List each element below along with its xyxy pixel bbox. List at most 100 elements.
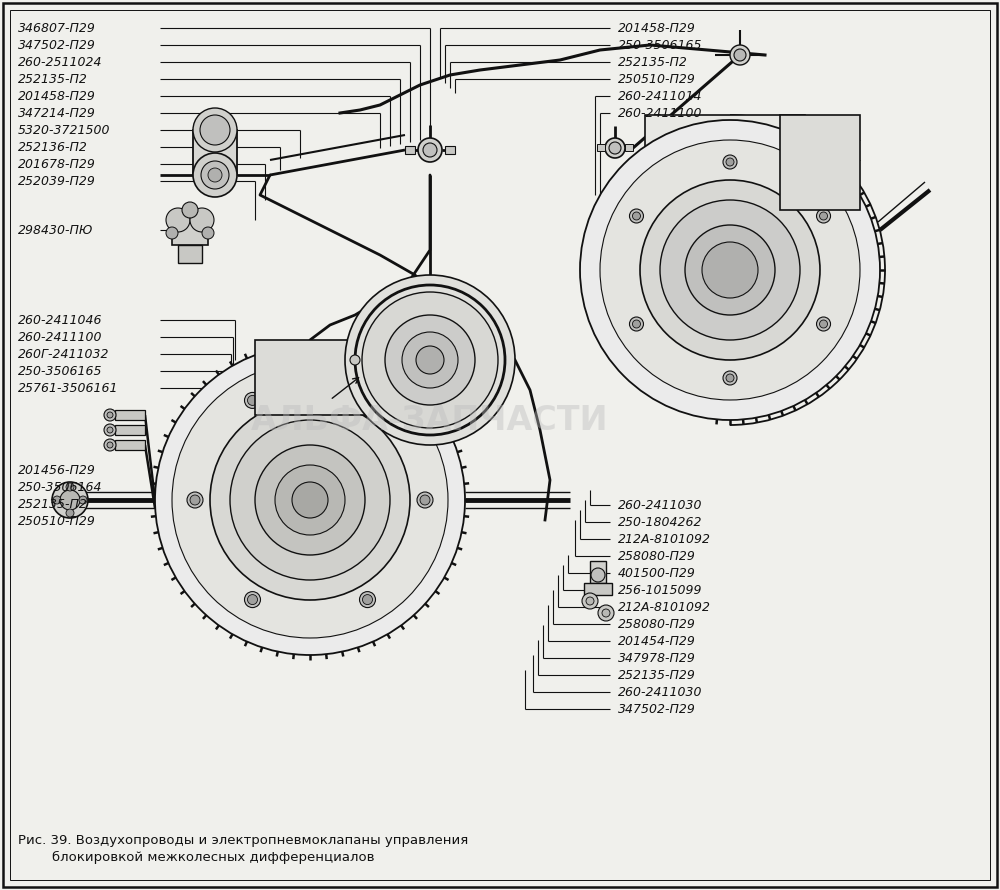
Circle shape xyxy=(362,292,498,428)
Text: 252039-П29: 252039-П29 xyxy=(18,174,96,188)
Circle shape xyxy=(79,496,87,504)
Circle shape xyxy=(202,227,214,239)
Circle shape xyxy=(187,492,203,508)
Text: 25761-3506161: 25761-3506161 xyxy=(18,382,119,394)
Circle shape xyxy=(107,427,113,433)
Circle shape xyxy=(660,200,800,340)
Circle shape xyxy=(820,212,828,220)
Bar xyxy=(178,245,202,263)
Circle shape xyxy=(385,315,475,405)
Bar xyxy=(445,146,455,154)
Circle shape xyxy=(702,242,758,298)
Text: 201678-П29: 201678-П29 xyxy=(18,158,96,171)
Circle shape xyxy=(345,275,515,445)
Circle shape xyxy=(586,597,594,605)
Circle shape xyxy=(360,392,376,409)
Circle shape xyxy=(723,155,737,169)
Text: 258080-П29: 258080-П29 xyxy=(618,549,696,562)
Circle shape xyxy=(104,439,116,451)
Text: 250-3506165: 250-3506165 xyxy=(18,365,103,377)
Circle shape xyxy=(726,158,734,166)
Text: 260-2511024: 260-2511024 xyxy=(18,55,103,69)
Text: 201456-П29: 201456-П29 xyxy=(18,464,96,476)
Text: 346807-П29: 346807-П29 xyxy=(18,21,96,35)
Bar xyxy=(115,440,145,450)
Circle shape xyxy=(632,320,640,328)
Circle shape xyxy=(609,142,621,154)
Circle shape xyxy=(193,108,237,152)
Circle shape xyxy=(255,445,365,555)
Circle shape xyxy=(602,609,610,617)
Bar xyxy=(625,144,633,151)
Bar xyxy=(590,561,606,583)
Text: 256-1015099: 256-1015099 xyxy=(618,584,702,596)
Text: 347978-П29: 347978-П29 xyxy=(618,651,696,665)
Circle shape xyxy=(66,509,74,517)
Text: 252136-П2: 252136-П2 xyxy=(18,141,88,153)
Bar xyxy=(115,425,145,435)
Circle shape xyxy=(104,424,116,436)
Circle shape xyxy=(420,495,430,505)
Circle shape xyxy=(416,346,444,374)
Bar xyxy=(645,115,805,245)
Text: 250510-П29: 250510-П29 xyxy=(618,72,696,85)
Text: 401500-П29: 401500-П29 xyxy=(618,567,696,579)
Circle shape xyxy=(363,595,373,604)
Text: 250-3506164: 250-3506164 xyxy=(18,481,103,493)
Circle shape xyxy=(292,482,328,518)
Circle shape xyxy=(591,568,605,582)
Circle shape xyxy=(629,209,643,223)
Text: 5320-3721500: 5320-3721500 xyxy=(18,124,111,136)
Circle shape xyxy=(580,120,880,420)
Circle shape xyxy=(605,138,625,158)
Circle shape xyxy=(166,227,178,239)
Circle shape xyxy=(245,592,261,608)
Circle shape xyxy=(402,332,458,388)
Circle shape xyxy=(248,395,258,406)
Text: 260-2411100: 260-2411100 xyxy=(18,330,103,344)
Bar xyxy=(584,583,612,595)
Text: 252135-П2: 252135-П2 xyxy=(618,55,688,69)
Circle shape xyxy=(350,355,360,365)
Circle shape xyxy=(685,225,775,315)
Circle shape xyxy=(360,592,376,608)
Bar xyxy=(193,130,237,175)
Circle shape xyxy=(629,317,643,331)
Circle shape xyxy=(632,212,640,220)
Circle shape xyxy=(155,345,465,655)
Circle shape xyxy=(275,465,345,535)
Circle shape xyxy=(201,161,229,189)
Circle shape xyxy=(600,140,860,400)
Text: 252135-П2: 252135-П2 xyxy=(18,498,88,511)
Text: блокировкой межколесных дифференциалов: блокировкой межколесных дифференциалов xyxy=(18,851,375,863)
Circle shape xyxy=(363,395,373,406)
Circle shape xyxy=(244,392,260,409)
Text: 260-2411030: 260-2411030 xyxy=(618,498,702,512)
Text: 212А-8101092: 212А-8101092 xyxy=(618,532,711,546)
Circle shape xyxy=(730,45,750,65)
Text: 252135-П29: 252135-П29 xyxy=(618,668,696,682)
Circle shape xyxy=(418,138,442,162)
Circle shape xyxy=(172,362,448,638)
Text: 260-2411014: 260-2411014 xyxy=(618,90,702,102)
Circle shape xyxy=(190,208,214,232)
Text: 260-2411100: 260-2411100 xyxy=(618,107,702,119)
Bar xyxy=(597,144,605,151)
Circle shape xyxy=(107,442,113,448)
Circle shape xyxy=(726,374,734,382)
Text: 212А-8101092: 212А-8101092 xyxy=(618,601,711,613)
Text: 260-2411030: 260-2411030 xyxy=(618,685,702,699)
Circle shape xyxy=(582,593,598,609)
Text: Рис. 39. Воздухопроводы и электропневмоклапаны управления: Рис. 39. Воздухопроводы и электропневмок… xyxy=(18,834,468,846)
Circle shape xyxy=(248,595,258,604)
Text: 252135-П2: 252135-П2 xyxy=(18,72,88,85)
Text: 201454-П29: 201454-П29 xyxy=(618,635,696,648)
Bar xyxy=(255,340,365,415)
Text: АЛЬФА-ЗАПЧАСТИ: АЛЬФА-ЗАПЧАСТИ xyxy=(251,403,609,436)
Circle shape xyxy=(52,482,88,518)
Bar xyxy=(780,115,860,210)
Circle shape xyxy=(417,492,433,508)
Circle shape xyxy=(598,605,614,621)
Text: 298430-ПЮ: 298430-ПЮ xyxy=(18,223,93,237)
Circle shape xyxy=(66,483,74,491)
